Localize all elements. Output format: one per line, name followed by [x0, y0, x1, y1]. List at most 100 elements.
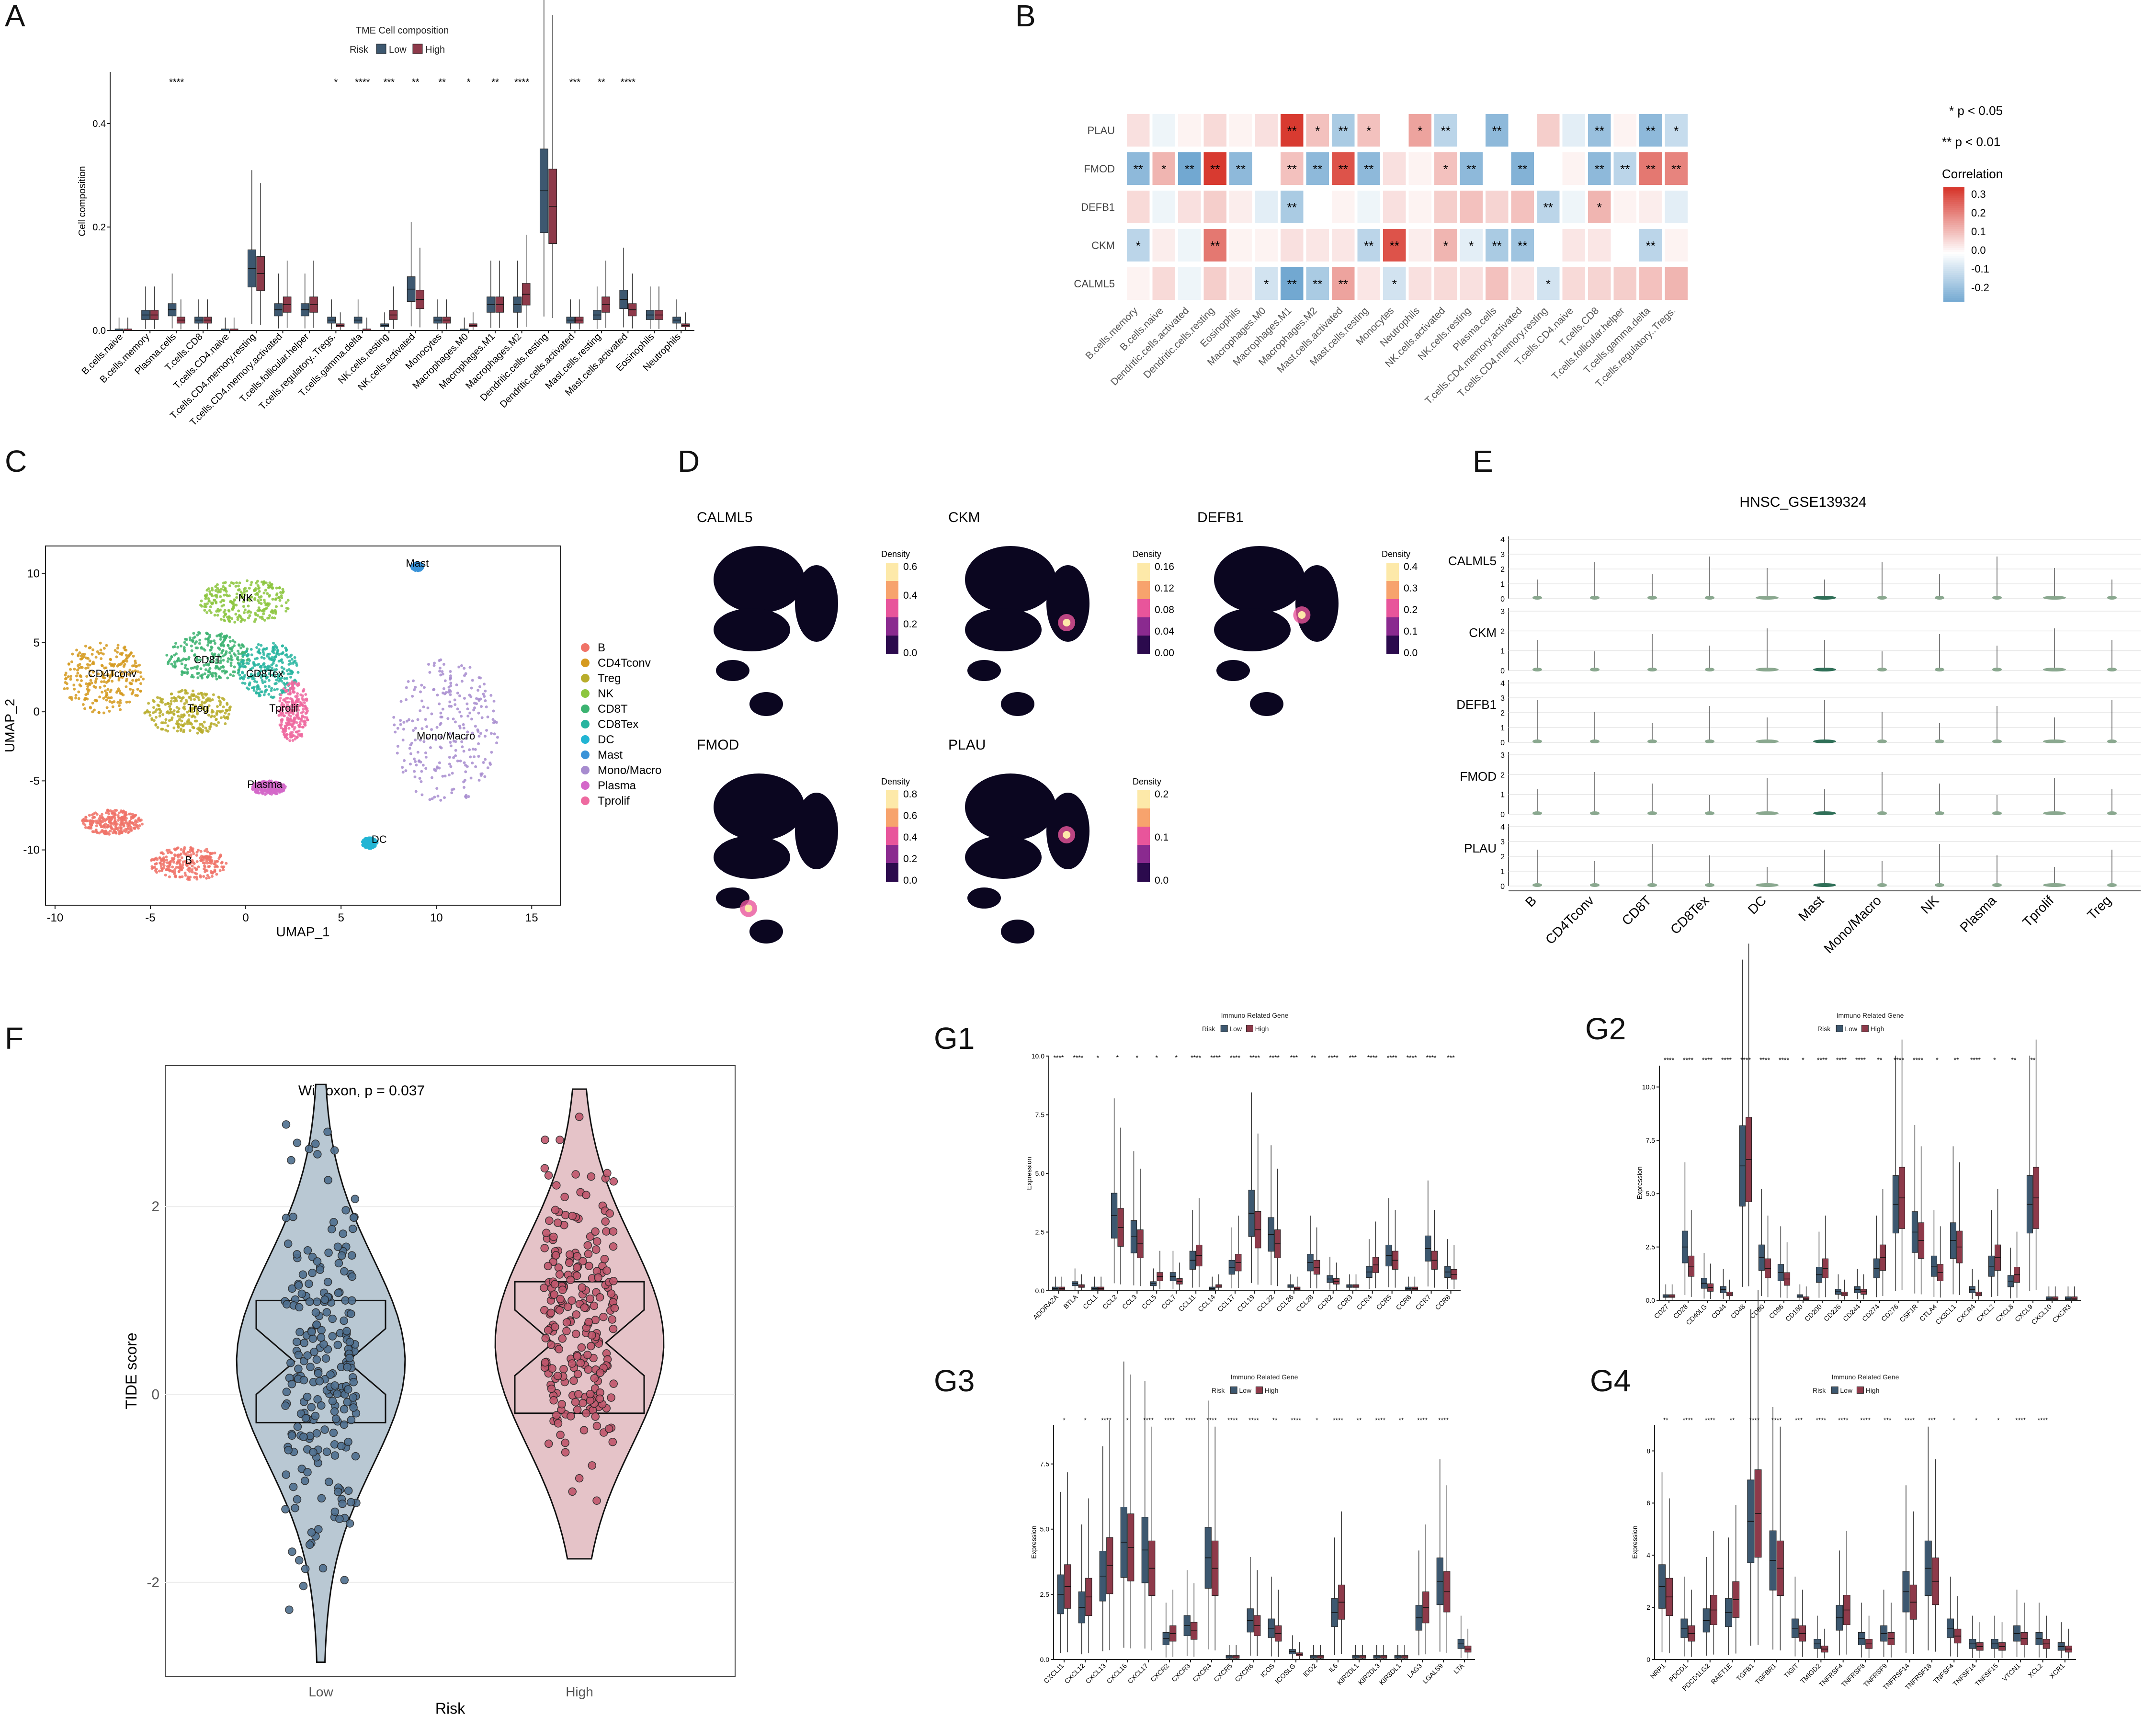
- heatmap-cell: [1562, 114, 1585, 147]
- umap-point: [264, 589, 267, 592]
- jitter-point: [301, 1565, 310, 1573]
- umap-point: [368, 836, 371, 840]
- density-colorbar-step: [886, 790, 898, 809]
- umap-point: [121, 676, 124, 679]
- umap-point: [258, 694, 261, 698]
- heatmap-star: **: [1339, 277, 1348, 291]
- jitter-point: [282, 1214, 291, 1222]
- umap-point: [158, 711, 161, 715]
- umap-point: [198, 728, 202, 731]
- umap-point: [183, 871, 187, 875]
- umap-point: [133, 827, 136, 830]
- density-colorbar-tick: 0.0: [1155, 875, 1169, 886]
- heatmap-cell: [1537, 191, 1560, 223]
- jitter-point: [540, 1244, 549, 1252]
- umap-point: [258, 687, 261, 691]
- heatmap-cell: [1306, 152, 1329, 185]
- umap-point: [172, 696, 176, 699]
- umap-point: [201, 730, 204, 734]
- umap-point: [85, 819, 88, 823]
- umap-point: [89, 646, 92, 649]
- umap-point: [479, 732, 482, 735]
- density-hotspot-core: [745, 904, 752, 912]
- heatmap-cell: [1229, 114, 1252, 147]
- density-colorbar-tick: 0.6: [903, 810, 917, 821]
- umap-point: [304, 698, 307, 701]
- jitter-point: [340, 1420, 349, 1429]
- umap-point: [206, 632, 209, 636]
- umap-point: [184, 664, 187, 667]
- density-gene-title: CALML5: [697, 510, 753, 525]
- colorbar-step: [1943, 260, 1964, 262]
- jitter-point: [346, 1498, 355, 1507]
- heatmap-star: **: [1646, 162, 1656, 176]
- heatmap-cell: [1203, 229, 1226, 262]
- umap-point: [480, 705, 483, 708]
- umap-point: [203, 672, 206, 675]
- heatmap-star: **: [1492, 124, 1502, 138]
- jitter-point: [333, 1341, 342, 1349]
- umap-point: [117, 704, 121, 707]
- heatmap-star: **: [1287, 200, 1297, 215]
- panel-label-a: A: [5, 0, 25, 33]
- umap-point: [267, 616, 271, 620]
- umap-point: [420, 699, 424, 703]
- umap-point: [190, 644, 193, 648]
- violin-body: [1935, 739, 1944, 743]
- umap-point: [170, 693, 173, 696]
- heatmap-cell: [1639, 267, 1662, 300]
- x-tick-label: CCL22: [1255, 1293, 1275, 1313]
- umap-point: [246, 598, 250, 602]
- umap-point: [181, 875, 184, 878]
- umap-point: [70, 660, 73, 663]
- umap-point: [172, 712, 176, 716]
- violin-x-tick-label: CD8Tex: [1668, 893, 1712, 937]
- umap-point: [289, 655, 292, 658]
- jitter-point: [333, 1488, 342, 1496]
- x-tick-label: CXCL8: [1994, 1303, 2015, 1323]
- umap-point: [230, 656, 233, 659]
- umap-point: [263, 674, 266, 677]
- jitter-point: [282, 1120, 291, 1129]
- umap-point: [293, 720, 296, 723]
- umap-point: [248, 659, 251, 662]
- jitter-point: [307, 1403, 316, 1411]
- umap-point: [210, 602, 213, 605]
- umap-point: [111, 673, 114, 676]
- density-colorbar-tick: 0.16: [1155, 561, 1174, 572]
- umap-point: [235, 581, 238, 584]
- jitter-point: [337, 1442, 346, 1451]
- umap-point: [138, 824, 141, 827]
- umap-point: [139, 675, 143, 679]
- umap-point: [452, 756, 455, 759]
- heatmap-cell: [1665, 191, 1688, 223]
- legend-label: Tprolif: [598, 795, 630, 807]
- heatmap-cell: [1537, 152, 1560, 185]
- umap-point: [215, 860, 218, 863]
- umap-point: [90, 682, 93, 685]
- umap-point: [110, 821, 113, 825]
- jitter-point: [567, 1412, 575, 1421]
- x-tick-label: CCR4: [1355, 1293, 1373, 1311]
- umap-point: [267, 679, 271, 682]
- significance-label: **: [2031, 1056, 2036, 1064]
- umap-point: [180, 719, 183, 723]
- umap-point: [101, 691, 104, 694]
- umap-point: [236, 616, 239, 619]
- x-tick-label: LAG3: [1406, 1662, 1423, 1680]
- heatmap-cell: [1229, 191, 1252, 223]
- density-colorbar-tick: 0.8: [903, 789, 917, 800]
- umap-point: [206, 706, 209, 710]
- density-colorbar-tick: 0.3: [1404, 583, 1418, 594]
- significance-label: ****: [1702, 1056, 1713, 1064]
- umap-point: [176, 646, 180, 649]
- umap-point: [486, 715, 489, 718]
- significance-label: ****: [1817, 1056, 1827, 1064]
- umap-point: [119, 699, 122, 702]
- umap-point: [73, 687, 76, 691]
- heatmap-cell: [1178, 229, 1201, 262]
- umap-point: [180, 662, 183, 666]
- umap-point: [468, 694, 471, 697]
- umap-point: [250, 653, 253, 657]
- heatmap-cell: [1613, 152, 1636, 185]
